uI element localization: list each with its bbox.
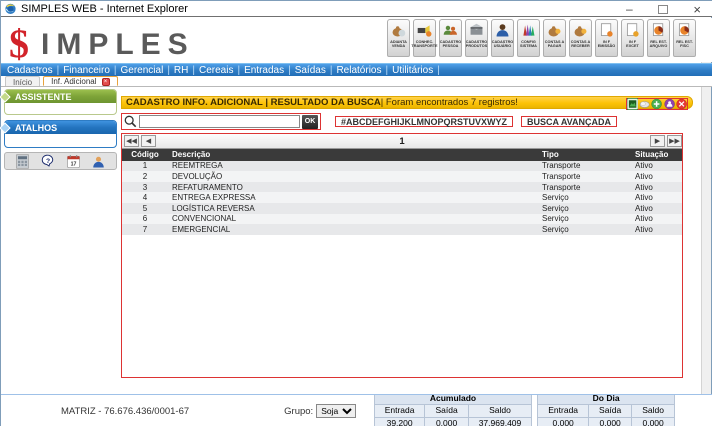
svg-text:17: 17 (70, 161, 76, 167)
svg-text:?: ? (46, 158, 50, 165)
